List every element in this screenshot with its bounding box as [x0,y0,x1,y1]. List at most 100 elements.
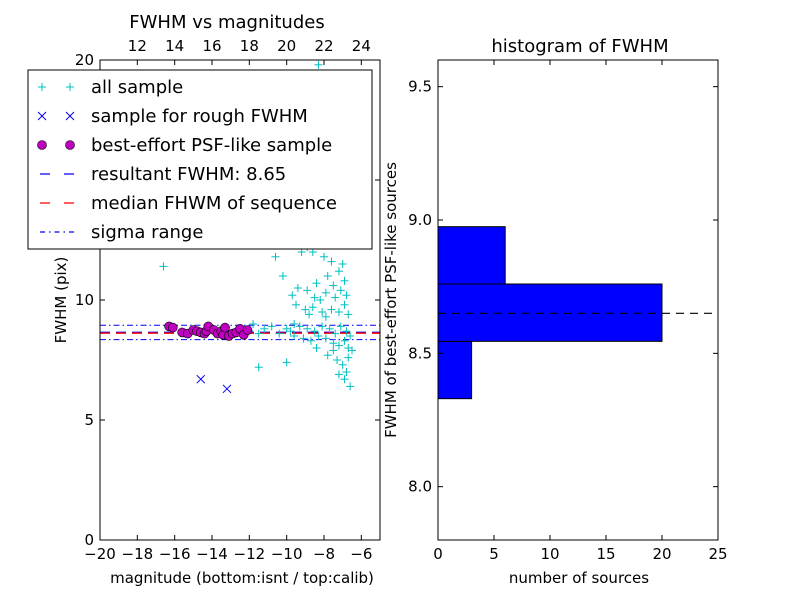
data-point [346,332,355,340]
data-point [340,300,349,309]
data-point [295,322,304,331]
y-tick-label: 8.5 [408,344,432,362]
legend-label: median FHWM of sequence [91,193,337,214]
data-point [340,276,349,285]
scatter-x-axis-label: magnitude (bottom:isnt / top:calib) [110,569,374,587]
data-point [196,374,206,384]
data-point [312,344,321,352]
data-point [314,332,323,340]
data-point [334,341,343,350]
histogram-x-ticks: 0 5 10 15 20 25 [433,60,728,563]
data-point [271,252,280,261]
data-point [267,322,276,331]
y-tick-label: 5 [84,411,94,429]
data-point [242,325,253,335]
legend-label: best-effort PSF-like sample [91,135,332,156]
data-point [344,353,353,362]
data-point [310,293,319,302]
scatter-legend: all sample sample for rough FWHM best-effo… [27,69,373,250]
legend-entry: all sample [38,77,183,98]
data-point [159,262,168,271]
legend-entry: resultant FWHM: 8.65 [40,164,286,185]
histogram-y-ticks: 8.0 8.5 9.0 9.5 [408,78,718,496]
data-point [249,320,258,328]
data-point [321,334,330,343]
legend-entry: median FHWM of sequence [40,193,337,214]
data-point [323,272,332,280]
x-tick-label: −12 [234,545,266,563]
legend-entry: sample for rough FWHM [37,106,308,127]
data-point [306,336,315,345]
histogram-frame [437,59,719,541]
data-point [290,320,299,328]
data-point [286,327,295,336]
data-point [320,252,328,261]
x-tick-label: 15 [596,545,615,563]
data-point [254,363,263,372]
series-2 [164,321,253,341]
legend-marker-swatch [37,140,47,150]
data-point [305,310,314,319]
data-point [336,322,345,331]
data-point [278,272,287,280]
top-tick-label: 18 [240,37,259,55]
y-tick-label: 9.0 [408,211,432,229]
data-point [346,382,355,391]
legend-marker-swatch [65,140,75,150]
data-point [334,370,343,379]
top-tick-label: 16 [202,37,221,55]
data-point [327,257,336,266]
x-tick-label: −10 [271,545,303,563]
histogram-bar [437,226,506,285]
data-point [293,284,302,292]
x-tick-label: −6 [350,545,372,563]
data-point [321,312,330,321]
data-point [334,267,343,276]
data-point [303,286,312,295]
data-point [282,358,291,367]
y-tick-label: 9.5 [408,78,432,96]
legend-label: sigma range [91,222,203,243]
histogram-bars [437,226,663,400]
data-point [260,324,269,333]
legend-marker-swatch [65,111,75,121]
x-tick-label: 20 [652,545,671,563]
data-point [288,291,297,300]
x-tick-label: 0 [433,545,443,563]
legend-marker-swatch [38,83,46,91]
legend-label: all sample [91,77,183,98]
data-point [329,281,338,290]
top-tick-label: 14 [165,37,184,55]
y-tick-label: 10 [75,291,94,309]
data-point [303,324,312,333]
top-tick-label: 12 [128,37,147,55]
histogram-x-axis-label: number of sources [509,569,649,587]
scatter-top-ticks: 12 14 16 18 20 22 24 [128,37,371,55]
legend-entry: best-effort PSF-like sample [37,135,332,156]
legend-box [27,69,373,250]
data-point [301,305,310,314]
x-tick-label: −14 [196,545,228,563]
data-point [323,351,332,360]
data-point [316,296,325,304]
data-point [331,293,340,302]
series-1 [196,374,232,394]
histogram-y-axis-label: FWHM of best-effort PSF-like sources [382,162,400,438]
data-point [290,332,299,340]
histogram-bar [437,283,663,342]
data-point [334,308,343,316]
x-tick-label: −20 [84,545,116,563]
x-tick-label: 25 [708,545,727,563]
data-point [310,327,319,336]
scatter-y-axis-label: FWHM (pix) [52,257,70,344]
legend-label: resultant FWHM: 8.65 [91,164,286,185]
x-tick-label: 10 [540,545,559,563]
data-point [254,329,263,338]
top-tick-label: 20 [277,37,296,55]
data-point [325,324,334,333]
data-point [292,300,300,309]
data-point [340,375,349,384]
data-point [312,279,321,288]
data-point [342,368,351,376]
